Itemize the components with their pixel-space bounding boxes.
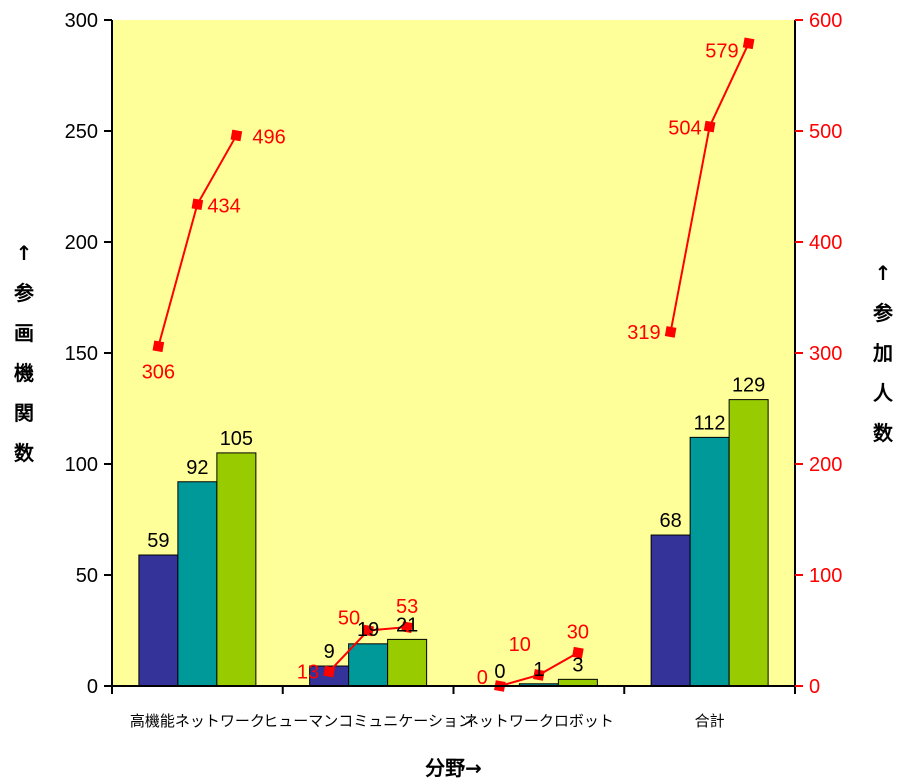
right-tick-label: 0 <box>809 676 820 698</box>
participant-marker <box>401 621 413 633</box>
x-axis-title: 分野→ <box>425 756 482 780</box>
participant-marker <box>572 646 584 659</box>
participant-value-label: 504 <box>668 118 701 140</box>
bar-value-label: 3 <box>572 654 583 676</box>
participant-marker <box>230 129 243 142</box>
right-axis-title-char: ↑ <box>875 261 892 285</box>
participant-value-label: 10 <box>509 634 531 656</box>
right-tick-label: 300 <box>809 343 842 365</box>
left-axis-title-char: 関 <box>14 401 34 425</box>
bar <box>650 534 691 687</box>
participant-marker <box>664 326 677 338</box>
bar-value-label: 9 <box>324 641 335 663</box>
left-tick-label: 0 <box>87 676 98 698</box>
bar <box>348 643 389 687</box>
left-axis-title-char: 画 <box>14 321 34 345</box>
right-tick-label: 400 <box>809 232 842 254</box>
participant-value-label: 496 <box>252 126 285 148</box>
right-tick-label: 200 <box>809 454 842 476</box>
participant-lines <box>152 37 755 692</box>
participant-value-label: 434 <box>207 195 240 217</box>
left-tick-label: 250 <box>65 121 98 143</box>
bar-value-label: 21 <box>396 614 418 636</box>
right-tick-label: 100 <box>809 565 842 587</box>
right-axis-title-char: 加 <box>872 341 893 365</box>
participant-value-label: 579 <box>705 40 738 62</box>
bar-value-label: 0 <box>494 661 505 683</box>
right-tick-label: 600 <box>809 10 842 32</box>
right-axis-title-char: 人 <box>873 381 894 405</box>
participant-value-label: 30 <box>567 622 589 644</box>
bar-value-label: 1 <box>533 659 544 681</box>
bar-value-label: 105 <box>220 428 253 450</box>
participant-value-label: 0 <box>477 667 488 689</box>
bar-value-label: 68 <box>660 510 682 532</box>
participant-marker <box>533 669 545 681</box>
bars <box>138 399 769 687</box>
bar-value-label: 92 <box>186 457 208 479</box>
participant-value-label: 13 <box>297 662 319 684</box>
participant-value-label: 319 <box>627 322 660 344</box>
participant-marker <box>323 665 335 678</box>
left-tick-label: 200 <box>65 232 98 254</box>
left-tick-label: 50 <box>76 565 98 587</box>
participant-marker <box>362 624 374 637</box>
left-axis-title-char: 数 <box>14 441 35 465</box>
category-label: 合計 <box>695 712 725 730</box>
bar <box>689 436 730 687</box>
right-axis-title-char: 参 <box>873 301 893 325</box>
bar-value-label: 19 <box>357 619 379 641</box>
left-tick-label: 100 <box>65 454 98 476</box>
left-axis-title-char: 参 <box>14 281 34 305</box>
left-tick-label: 300 <box>65 10 98 32</box>
participant-marker <box>191 198 204 211</box>
right-axis-title-char: 数 <box>873 421 894 445</box>
participant-value-label: 53 <box>396 596 418 618</box>
left-axis-title-char: ↑ <box>16 241 33 265</box>
participant-marker <box>742 37 755 50</box>
bar <box>728 399 769 687</box>
bar <box>177 481 218 687</box>
category-label: ヒューマンコミュニケーション <box>263 712 473 730</box>
right-tick-label: 500 <box>809 121 842 143</box>
participant-marker <box>703 120 716 133</box>
left-axis-title-char: 機 <box>14 361 34 385</box>
axes <box>104 19 803 694</box>
participant-value-label: 50 <box>338 608 360 630</box>
bar-value-label: 59 <box>147 530 169 552</box>
category-label: 高機能ネットワーク <box>130 712 265 730</box>
bar <box>138 554 179 687</box>
participant-value-label: 306 <box>142 361 175 383</box>
participant-marker <box>152 340 165 353</box>
category-label: ネットワークロボット <box>464 712 614 730</box>
bar <box>387 638 428 687</box>
bar-value-label: 112 <box>694 412 726 434</box>
bar-value-label: 129 <box>732 375 765 397</box>
bar <box>216 452 257 687</box>
left-tick-label: 150 <box>65 343 98 365</box>
